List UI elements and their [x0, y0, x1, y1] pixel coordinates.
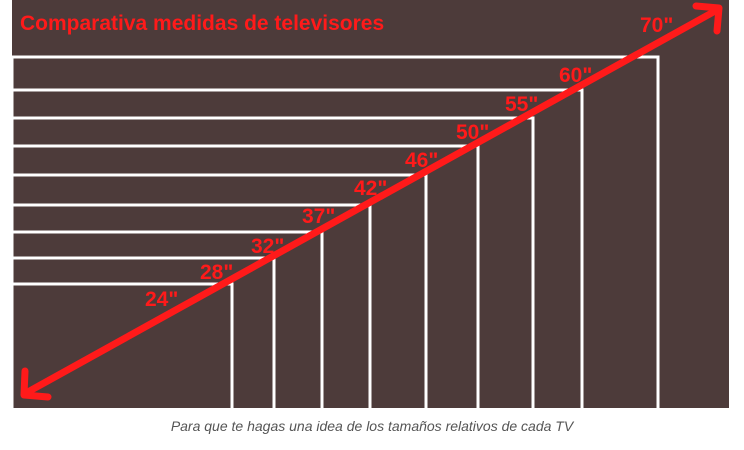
tv-outline-37: [12, 203, 372, 408]
tv-size-label-55: 55": [505, 93, 538, 116]
tv-size-diagram: 24" 28" 32" 37" 42" 46" 50" 55" 60" 70" Comparati…: [12, 0, 729, 408]
tv-size-label-70: 70": [640, 14, 673, 37]
tv-size-label-37: 37": [302, 205, 335, 228]
tv-size-label-50: 50": [456, 121, 489, 144]
tv-size-label-24: 24": [145, 288, 178, 311]
tv-outline-24: [12, 282, 234, 408]
arrowhead-top-right-icon: [692, 2, 723, 35]
figure-caption: Para que te hagas una idea de los tamaño…: [170, 418, 574, 434]
tv-outline-28: [12, 256, 276, 408]
tv-size-label-32: 32": [251, 235, 284, 258]
tv-size-label-28: 28": [200, 261, 233, 284]
tv-outline-46: [12, 144, 480, 408]
tv-size-labels-group: 24" 28" 32" 37" 42" 46" 50" 55" 60" 70": [145, 14, 673, 311]
tv-outlines-group: [12, 55, 660, 408]
tv-outline-60: [12, 55, 660, 408]
tv-outline-32: [12, 230, 324, 408]
double-arrow-icon: [20, 2, 723, 401]
tv-size-label-60: 60": [559, 64, 592, 87]
tv-size-label-46: 46": [405, 149, 438, 172]
tv-outline-42: [12, 173, 428, 408]
arrowhead-bottom-left-icon: [20, 367, 52, 401]
tv-outline-55: [12, 88, 584, 408]
tv-size-label-42: 42": [354, 177, 387, 200]
tv-size-comparison-figure: 24" 28" 32" 37" 42" 46" 50" 55" 60" 70" Comparati…: [12, 0, 729, 408]
diagram-title: Comparativa medidas de televisores: [20, 12, 384, 35]
tv-outline-50: [12, 116, 535, 408]
diagonal-arrow-line: [22, 6, 721, 397]
